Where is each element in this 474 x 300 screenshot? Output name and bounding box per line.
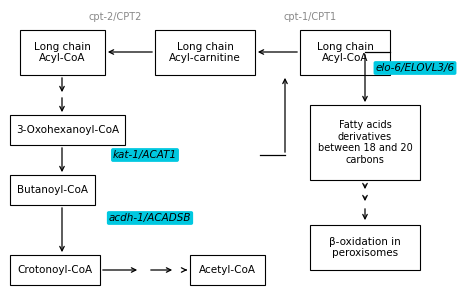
Text: elo-6/ELOVL3/6: elo-6/ELOVL3/6 xyxy=(375,63,455,73)
Text: cpt-2/CPT2: cpt-2/CPT2 xyxy=(88,12,142,22)
Bar xyxy=(310,225,420,270)
Bar xyxy=(20,30,105,75)
Text: Butanoyl-CoA: Butanoyl-CoA xyxy=(17,185,88,195)
Text: Long chain
Acyl-carnitine: Long chain Acyl-carnitine xyxy=(169,42,241,63)
Bar xyxy=(300,30,390,75)
Text: Crotonoyl-CoA: Crotonoyl-CoA xyxy=(18,265,92,275)
Text: Acetyl-CoA: Acetyl-CoA xyxy=(199,265,256,275)
Text: Long chain
Acyl-CoA: Long chain Acyl-CoA xyxy=(317,42,374,63)
Bar xyxy=(190,255,265,285)
Bar xyxy=(155,30,255,75)
Bar xyxy=(10,255,100,285)
Text: 3-Oxohexanoyl-CoA: 3-Oxohexanoyl-CoA xyxy=(16,125,119,135)
Bar xyxy=(10,115,125,145)
Text: acdh-1/ACADSB: acdh-1/ACADSB xyxy=(109,213,191,223)
Bar xyxy=(10,175,95,205)
Text: Fatty acids
derivatives
between 18 and 20
carbons: Fatty acids derivatives between 18 and 2… xyxy=(318,120,412,165)
Text: cpt-1/CPT1: cpt-1/CPT1 xyxy=(283,12,337,22)
Text: Long chain
Acyl-CoA: Long chain Acyl-CoA xyxy=(34,42,91,63)
Text: kat-1/ACAT1: kat-1/ACAT1 xyxy=(113,150,177,160)
Text: β-oxidation in
peroxisomes: β-oxidation in peroxisomes xyxy=(329,237,401,258)
Bar xyxy=(310,105,420,180)
